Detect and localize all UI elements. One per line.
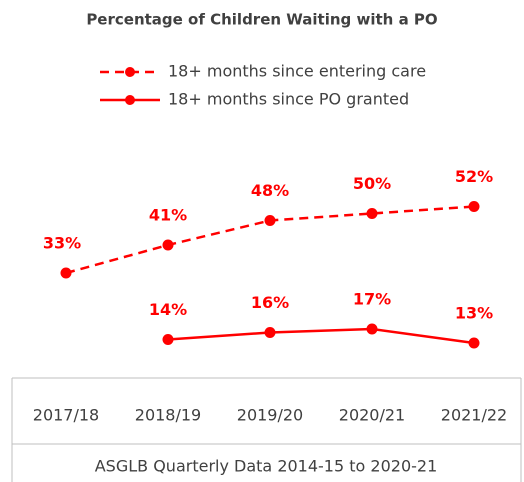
x-axis-title: ASGLB Quarterly Data 2014-15 to 2020-21 bbox=[95, 457, 438, 476]
data-label: 52% bbox=[455, 167, 493, 186]
data-label: 14% bbox=[149, 300, 187, 319]
x-tick-label: 2019/20 bbox=[237, 406, 303, 425]
data-label: 17% bbox=[353, 290, 391, 309]
series-line bbox=[167, 327, 475, 345]
data-point bbox=[162, 239, 174, 251]
x-tick-label: 2017/18 bbox=[33, 406, 99, 425]
data-point bbox=[264, 215, 276, 226]
x-tick-label: 2018/19 bbox=[135, 406, 201, 425]
data-point bbox=[60, 267, 72, 279]
data-point bbox=[264, 327, 276, 338]
data-point bbox=[366, 323, 378, 335]
data-point bbox=[468, 201, 480, 212]
data-point bbox=[468, 337, 480, 349]
x-tick-label: 2020/21 bbox=[339, 406, 405, 425]
legend-marker bbox=[125, 67, 135, 77]
legend-marker bbox=[125, 95, 135, 105]
data-label: 48% bbox=[251, 181, 289, 200]
chart-title: Percentage of Children Waiting with a PO bbox=[86, 11, 437, 29]
data-point bbox=[162, 334, 174, 345]
legend-label: 18+ months since entering care bbox=[168, 62, 426, 81]
x-tick-label: 2021/22 bbox=[441, 406, 507, 425]
data-point bbox=[366, 208, 378, 219]
data-label: 33% bbox=[43, 234, 81, 253]
data-label: 13% bbox=[455, 304, 493, 323]
data-label: 50% bbox=[353, 174, 391, 193]
data-label: 41% bbox=[149, 206, 187, 225]
legend-label: 18+ months since PO granted bbox=[168, 90, 409, 109]
data-label: 16% bbox=[251, 293, 289, 312]
